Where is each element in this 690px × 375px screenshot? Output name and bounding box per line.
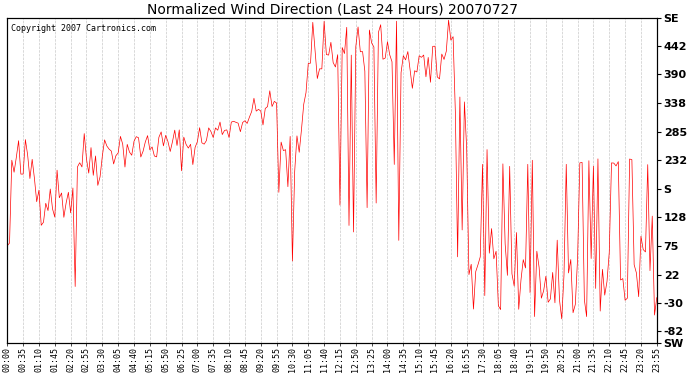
Title: Normalized Wind Direction (Last 24 Hours) 20070727: Normalized Wind Direction (Last 24 Hours… (146, 3, 518, 17)
Text: Copyright 2007 Cartronics.com: Copyright 2007 Cartronics.com (10, 24, 155, 33)
